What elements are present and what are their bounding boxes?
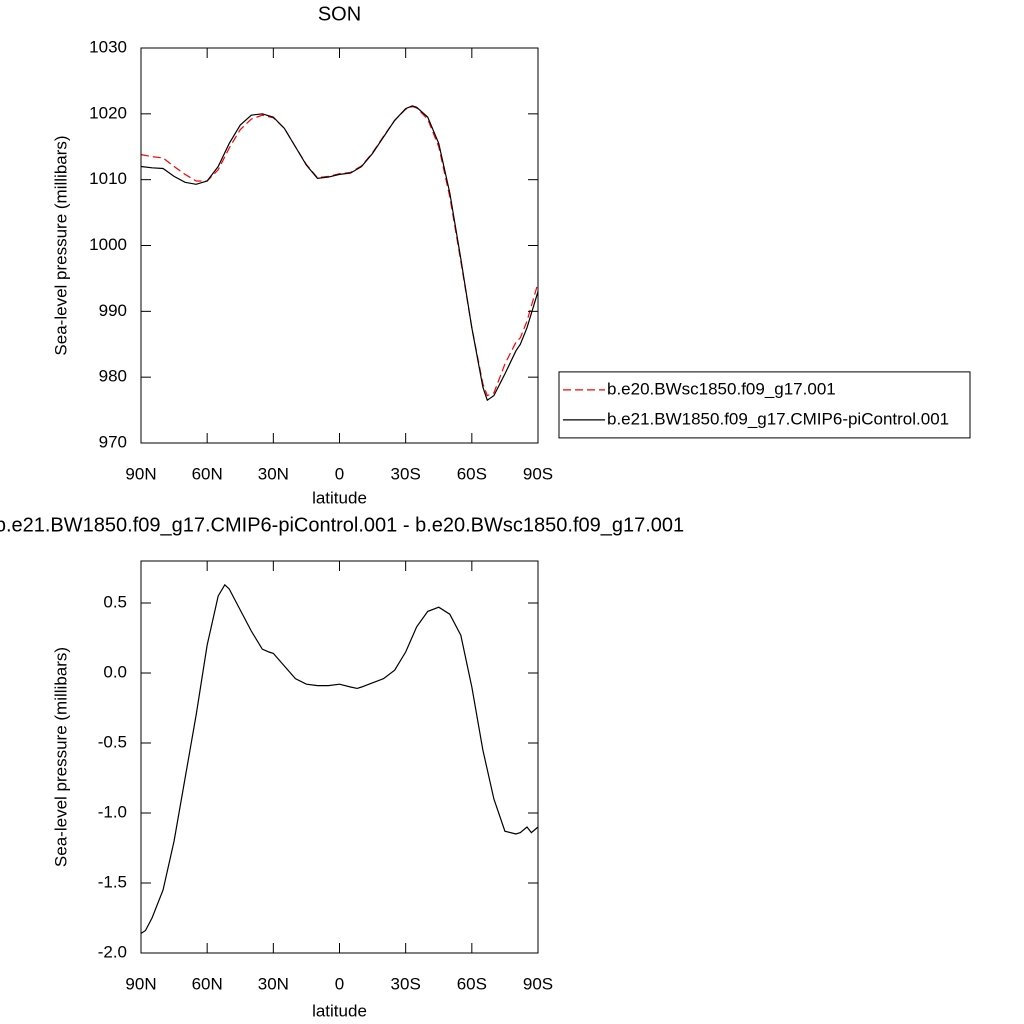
x-tick-label: 60N [192,974,223,993]
data-line [140,583,539,934]
x-axis-label: latitude [312,1001,367,1020]
x-tick-label: 0 [335,974,344,993]
y-tick-label: 970 [99,432,127,451]
x-tick-label: 90N [125,464,156,483]
x-tick-label: 30N [258,974,289,993]
chart-title: SON [318,3,361,25]
y-tick-label: -2.0 [98,942,127,961]
x-tick-label: 90S [523,464,553,483]
y-tick-label: -0.5 [98,732,127,751]
x-tick-label: 90N [125,974,156,993]
x-tick-label: 90S [523,974,553,993]
legend-box [558,371,971,439]
x-tick-label: 60N [192,464,223,483]
data-line [140,105,539,397]
y-tick-label: -1.0 [98,802,127,821]
x-tick-label: 30S [391,464,421,483]
y-tick-label: 990 [99,301,127,320]
y-tick-label: -1.5 [98,872,127,891]
legend-label: b.e20.BWsc1850.f09_g17.001 [607,379,836,398]
legend: b.e20.BWsc1850.f09_g17.001 b.e21.BW1850.f… [558,371,971,439]
x-tick-label: 60S [457,464,487,483]
x-tick-label: 60S [457,974,487,993]
y-tick-label: 0.0 [103,662,127,681]
x-tick-label: 30S [391,974,421,993]
plot-frame [140,560,539,954]
x-axis-label: latitude [312,488,367,507]
y-tick-label: 1010 [89,169,127,188]
x-tick-label: 30N [258,464,289,483]
plot-frame [140,47,539,444]
x-tick-label: 0 [335,464,344,483]
y-tick-label: 0.5 [103,592,127,611]
y-tick-label: 980 [99,367,127,386]
y-axis-label: Sea-level pressure (millibars) [51,135,70,355]
y-tick-label: 1020 [89,103,127,122]
y-axis-label: Sea-level pressure (millibars) [51,647,70,867]
y-tick-label: 1030 [89,37,127,56]
y-tick-label: 1000 [89,235,127,254]
chart-title: b.e21.BW1850.f09_g17.CMIP6-piControl.001… [0,514,684,536]
legend-label: b.e21.BW1850.f09_g17.CMIP6-piControl.001 [607,409,949,428]
data-line [140,105,539,402]
